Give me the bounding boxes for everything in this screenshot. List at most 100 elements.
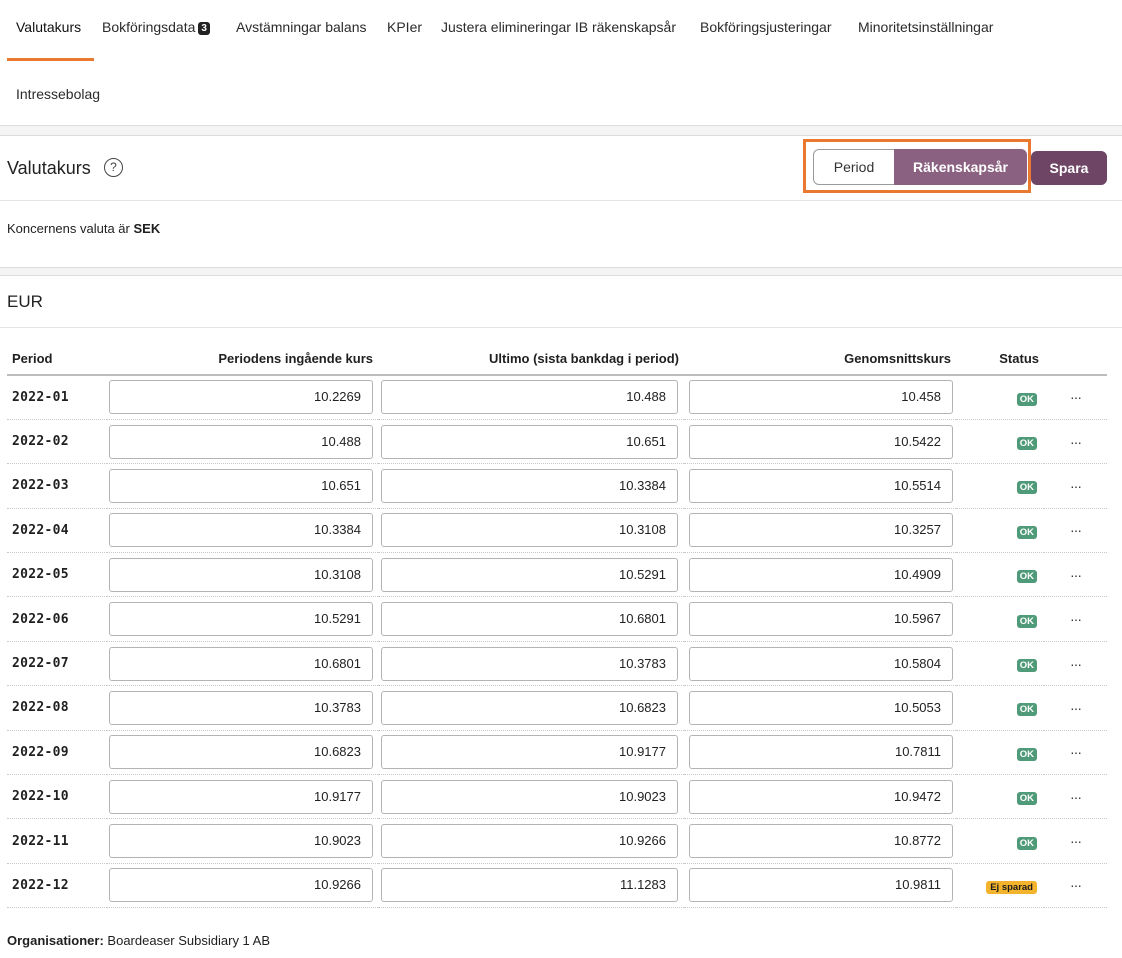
closing-rate-input[interactable]: 10.488 [381,380,678,415]
average-rate-input[interactable]: 10.5053 [689,690,953,725]
opening-rate-input[interactable]: 10.6801 [109,646,373,681]
save-button[interactable]: Spara [1031,151,1107,185]
opening-rate-input[interactable]: 10.488 [109,424,373,459]
average-rate-input[interactable]: 10.4909 [689,557,953,592]
closing-rate-cell: 10.488 [378,375,684,420]
period-cell: 2022-11 [7,818,107,864]
more-options-icon[interactable]: ··· [1044,685,1107,731]
status-cell: OK [956,730,1044,776]
closing-rate-input[interactable]: 10.9023 [381,779,678,814]
tab-avstamningar-balans[interactable]: Avstämningar balans [236,19,367,35]
closing-rate-input[interactable]: 10.6801 [381,602,678,637]
opening-rate-cell: 10.9266 [107,863,378,909]
table-row: 2022-01 10.2269 10.488 10.458 OK ··· [7,375,1107,420]
period-cell: 2022-06 [7,596,107,642]
average-rate-input[interactable]: 10.9811 [689,868,953,903]
closing-rate-cell: 10.3384 [378,463,684,509]
closing-rate-input[interactable]: 10.9177 [381,735,678,770]
closing-rate-input[interactable]: 10.6823 [381,690,678,725]
opening-rate-cell: 10.9023 [107,818,378,864]
opening-rate-input[interactable]: 10.3783 [109,690,373,725]
status-cell: OK [956,596,1044,642]
opening-rate-input[interactable]: 10.3384 [109,513,373,548]
average-rate-input[interactable]: 10.458 [689,380,953,415]
average-rate-input[interactable]: 10.7811 [689,735,953,770]
tab-bokforingsjusteringar[interactable]: Bokföringsjusteringar [700,19,832,35]
status-badge: OK [1016,481,1037,495]
col-header-status: Status [956,342,1044,376]
average-rate-cell: 10.4909 [684,552,956,598]
closing-rate-input[interactable]: 10.3783 [381,646,678,681]
table-row: 2022-09 10.6823 10.9177 10.7811 OK ··· [7,730,1107,776]
opening-rate-cell: 10.6823 [107,730,378,776]
table-row: 2022-06 10.5291 10.6801 10.5967 OK ··· [7,596,1107,642]
more-options-icon[interactable]: ··· [1044,596,1107,642]
col-header-actions [1044,342,1107,376]
table-row: 2022-04 10.3384 10.3108 10.3257 OK ··· [7,508,1107,554]
period-cell: 2022-05 [7,552,107,598]
help-icon[interactable]: ? [104,158,123,177]
more-options-icon[interactable]: ··· [1044,375,1107,420]
opening-rate-input[interactable]: 10.651 [109,468,373,503]
average-rate-input[interactable]: 10.5967 [689,602,953,637]
table-row: 2022-12 10.9266 11.1283 10.9811 Ej sparad ··· [7,863,1107,909]
closing-rate-input[interactable]: 10.651 [381,424,678,459]
tab-minoritetsinstallningar[interactable]: Minoritetsinställningar [858,19,994,35]
period-cell: 2022-10 [7,774,107,820]
col-header-closing: Ultimo (sista bankdag i period) [378,342,684,376]
opening-rate-input[interactable]: 10.6823 [109,735,373,770]
highlight-box [803,139,1031,193]
status-cell: OK [956,774,1044,820]
tab-kpier[interactable]: KPIer [387,19,423,35]
status-cell: OK [956,419,1044,465]
closing-rate-input[interactable]: 11.1283 [381,868,678,903]
average-rate-cell: 10.5053 [684,685,956,731]
tab-valutakurs[interactable]: Valutakurs [16,19,82,35]
more-options-icon[interactable]: ··· [1044,641,1107,687]
status-cell: Ej sparad [956,863,1044,909]
average-rate-cell: 10.5967 [684,596,956,642]
average-rate-input[interactable]: 10.9472 [689,779,953,814]
tab-bokforingsdata[interactable]: Bokföringsdata 3 [102,19,210,35]
average-rate-cell: 10.458 [684,375,956,420]
period-cell: 2022-04 [7,508,107,554]
closing-rate-input[interactable]: 10.3384 [381,468,678,503]
average-rate-input[interactable]: 10.8772 [689,824,953,859]
closing-rate-input[interactable]: 10.3108 [381,513,678,548]
closing-rate-input[interactable]: 10.9266 [381,824,678,859]
average-rate-input[interactable]: 10.5804 [689,646,953,681]
more-options-icon[interactable]: ··· [1044,508,1107,554]
average-rate-cell: 10.7811 [684,730,956,776]
average-rate-input[interactable]: 10.5514 [689,468,953,503]
opening-rate-cell: 10.2269 [107,375,378,420]
fiscal-year-toggle-button[interactable]: Räkenskapsår [894,149,1027,185]
table-row: 2022-07 10.6801 10.3783 10.5804 OK ··· [7,641,1107,687]
average-rate-input[interactable]: 10.5422 [689,424,953,459]
more-options-icon[interactable]: ··· [1044,730,1107,776]
currency-section-title: EUR [7,292,43,311]
opening-rate-input[interactable]: 10.2269 [109,380,373,415]
more-options-icon[interactable]: ··· [1044,463,1107,509]
tab-intressebolag[interactable]: Intressebolag [16,86,101,102]
more-options-icon[interactable]: ··· [1044,863,1107,909]
more-options-icon[interactable]: ··· [1044,552,1107,598]
closing-rate-cell: 10.3783 [378,641,684,687]
period-toggle-button[interactable]: Period [813,149,895,185]
opening-rate-input[interactable]: 10.9023 [109,824,373,859]
table-header-row: Period Periodens ingående kurs Ultimo (s… [7,342,1107,376]
more-options-icon[interactable]: ··· [1044,774,1107,820]
opening-rate-input[interactable]: 10.5291 [109,602,373,637]
closing-rate-input[interactable]: 10.5291 [381,557,678,592]
tab-justera-elimineringar[interactable]: Justera elimineringar IB räkenskapsår [441,19,676,35]
opening-rate-input[interactable]: 10.9266 [109,868,373,903]
status-badge: OK [1016,570,1037,584]
more-options-icon[interactable]: ··· [1044,419,1107,465]
opening-rate-input[interactable]: 10.3108 [109,557,373,592]
status-badge: OK [1016,437,1037,451]
opening-rate-cell: 10.3783 [107,685,378,731]
opening-rate-input[interactable]: 10.9177 [109,779,373,814]
status-cell: OK [956,508,1044,554]
average-rate-input[interactable]: 10.3257 [689,513,953,548]
more-options-icon[interactable]: ··· [1044,818,1107,864]
closing-rate-cell: 10.9266 [378,818,684,864]
